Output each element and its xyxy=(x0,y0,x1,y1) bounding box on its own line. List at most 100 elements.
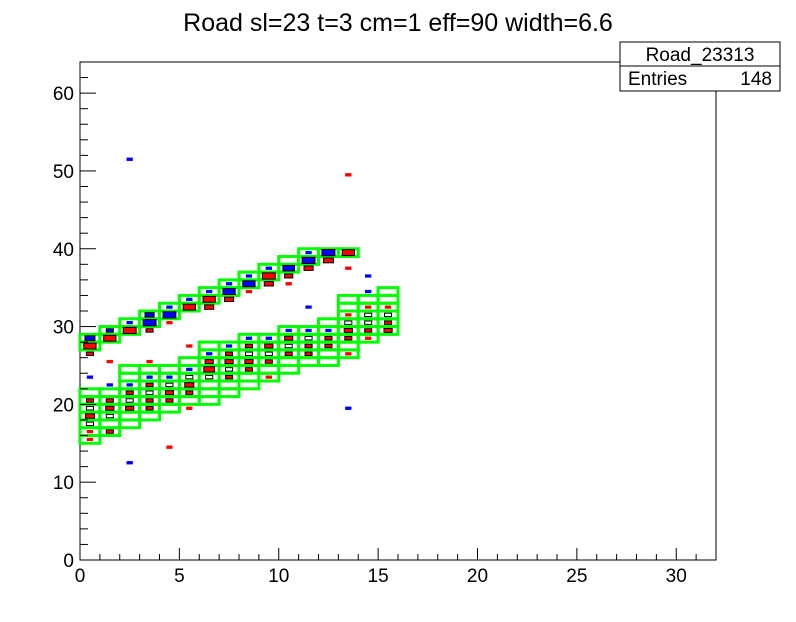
hit-marker xyxy=(126,321,133,325)
hit-marker xyxy=(164,390,175,396)
hit-marker xyxy=(225,282,233,286)
chart-title: Road sl=23 t=3 cm=1 eff=90 width=6.6 xyxy=(183,9,613,37)
hit-marker xyxy=(305,305,312,309)
hit-marker xyxy=(166,375,173,379)
x-tick-label: 25 xyxy=(566,566,587,587)
hit-marker xyxy=(225,344,233,348)
hit-marker xyxy=(166,305,173,309)
hit-marker xyxy=(145,406,154,411)
hit-marker xyxy=(344,336,353,341)
hit-marker xyxy=(106,383,113,387)
hit-marker xyxy=(284,343,293,349)
hit-marker xyxy=(364,312,373,318)
x-tick-label: 0 xyxy=(75,566,86,587)
x-tick-label: 30 xyxy=(666,566,687,587)
hit-marker xyxy=(305,250,312,255)
hit-marker xyxy=(206,289,213,294)
hit-marker xyxy=(186,344,193,348)
hit-marker xyxy=(264,359,273,364)
hit-marker xyxy=(126,157,133,161)
x-tick-label: 20 xyxy=(467,566,488,587)
hit-marker xyxy=(324,336,333,341)
hit-marker xyxy=(225,351,234,357)
hit-marker xyxy=(206,352,213,356)
hit-marker xyxy=(184,382,195,388)
hit-marker xyxy=(325,328,332,333)
hit-marker xyxy=(225,367,234,372)
hit-marker xyxy=(321,249,336,257)
hit-marker xyxy=(383,327,393,333)
hit-marker xyxy=(285,328,292,333)
hit-marker xyxy=(364,328,373,333)
stats-entries-value: 148 xyxy=(740,69,772,90)
hit-marker xyxy=(282,264,295,272)
hit-marker xyxy=(204,304,215,310)
hit-marker xyxy=(365,336,372,340)
hit-marker xyxy=(365,274,372,278)
hit-marker xyxy=(384,312,393,318)
hit-marker xyxy=(225,374,234,380)
hit-marker xyxy=(142,319,157,327)
hit-marker xyxy=(205,374,214,380)
hit-marker xyxy=(165,382,174,388)
hit-marker xyxy=(83,342,97,350)
hit-marker xyxy=(202,295,216,303)
hit-marker xyxy=(122,326,137,335)
hit-markers xyxy=(83,157,393,465)
hit-marker xyxy=(204,359,214,365)
y-tick-label: 60 xyxy=(53,84,74,105)
hit-marker xyxy=(284,335,294,341)
stats-box: Road_23313 Entries 148 xyxy=(619,41,781,92)
hit-marker xyxy=(144,312,155,318)
hit-marker xyxy=(145,328,154,333)
hit-marker xyxy=(242,280,256,288)
hit-marker xyxy=(244,359,254,365)
hit-marker xyxy=(105,413,114,419)
hit-marker xyxy=(186,367,193,372)
hit-marker xyxy=(244,367,253,372)
hit-marker xyxy=(85,421,94,427)
hit-marker xyxy=(301,256,316,265)
hit-marker xyxy=(146,375,153,379)
hit-marker xyxy=(304,351,313,357)
hit-marker xyxy=(125,398,134,403)
hit-marker xyxy=(145,398,154,403)
hit-marker xyxy=(86,437,94,442)
hit-marker xyxy=(345,266,352,270)
hit-marker xyxy=(265,336,272,340)
hit-marker xyxy=(245,336,253,340)
axes: 0 5 10 15 20 25 30 0 10 20 30 40 50 60 xyxy=(53,61,717,587)
hit-marker xyxy=(364,320,373,325)
hit-marker xyxy=(126,383,133,387)
hit-marker xyxy=(165,398,174,403)
hit-marker xyxy=(244,351,253,357)
hit-marker xyxy=(343,327,353,333)
hit-marker xyxy=(85,406,94,411)
road-bin xyxy=(376,286,400,297)
hit-marker xyxy=(284,273,294,279)
hit-marker xyxy=(264,343,274,349)
hit-marker xyxy=(244,343,253,349)
hit-marker xyxy=(185,390,194,395)
hit-marker xyxy=(264,351,273,357)
stats-name: Road_23313 xyxy=(646,45,755,66)
hit-marker xyxy=(105,405,115,411)
hit-marker xyxy=(146,359,153,364)
hit-marker xyxy=(186,406,193,410)
hit-marker xyxy=(145,382,154,388)
x-tick-label: 15 xyxy=(368,566,389,587)
hit-marker xyxy=(345,352,352,356)
hit-marker xyxy=(245,274,253,278)
hit-marker xyxy=(166,445,173,449)
hit-marker xyxy=(324,343,333,349)
hit-marker xyxy=(203,366,216,373)
y-tick-label: 10 xyxy=(53,473,74,494)
hit-marker xyxy=(162,311,177,319)
hit-marker xyxy=(145,390,154,395)
hit-marker xyxy=(185,374,194,380)
y-tick-label: 40 xyxy=(53,240,74,261)
stats-entries-label: Entries xyxy=(628,69,687,90)
hit-marker xyxy=(303,265,314,271)
hit-marker xyxy=(222,288,236,295)
hit-marker xyxy=(125,390,134,395)
